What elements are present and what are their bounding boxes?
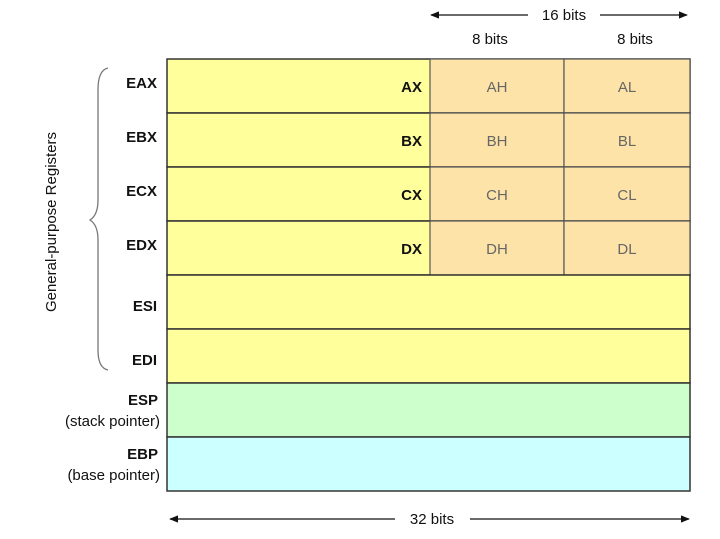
byte-cell — [429, 220, 565, 276]
register-row — [166, 274, 691, 330]
register-name: ESP — [128, 392, 158, 409]
register-name: ECX — [126, 183, 157, 200]
byte-cell — [563, 220, 691, 276]
sub-register: BX — [401, 133, 422, 150]
byte-cell — [563, 112, 691, 168]
span-label: 8 bits — [472, 31, 508, 48]
high-byte: BH — [487, 133, 508, 150]
register-row — [166, 382, 691, 438]
low-byte: AL — [618, 79, 636, 96]
register-name: EDX — [126, 237, 157, 254]
group-label: General-purpose Registers — [43, 132, 60, 312]
register-row — [166, 328, 691, 384]
register-name: EBP — [127, 446, 158, 463]
byte-cell — [563, 166, 691, 222]
register-note: (stack pointer) — [65, 413, 160, 430]
span-label: 8 bits — [617, 31, 653, 48]
high-byte: AH — [487, 79, 508, 96]
register-row — [166, 436, 691, 492]
register-rows: AX AH AL EAX BX BH BL EBX CX CH CL ECX DX DH DL EDX ESI E… — [65, 58, 691, 492]
byte-cell — [429, 112, 565, 168]
span-label: 16 bits — [542, 7, 586, 24]
high-byte: DH — [486, 241, 508, 258]
sub-register: AX — [401, 79, 422, 96]
low-byte: BL — [618, 133, 636, 150]
brace — [88, 67, 109, 371]
low-byte: CL — [617, 187, 636, 204]
register-note: (base pointer) — [67, 467, 160, 484]
register-name: EAX — [126, 75, 157, 92]
low-byte: DL — [617, 241, 636, 258]
sub-register: CX — [401, 187, 422, 204]
register-name: EBX — [126, 129, 157, 146]
span-label: 32 bits — [410, 511, 454, 528]
register-name: EDI — [132, 352, 157, 369]
high-byte: CH — [486, 187, 508, 204]
register-name: ESI — [133, 298, 157, 315]
byte-cell — [563, 58, 691, 114]
sub-register: DX — [401, 241, 422, 258]
